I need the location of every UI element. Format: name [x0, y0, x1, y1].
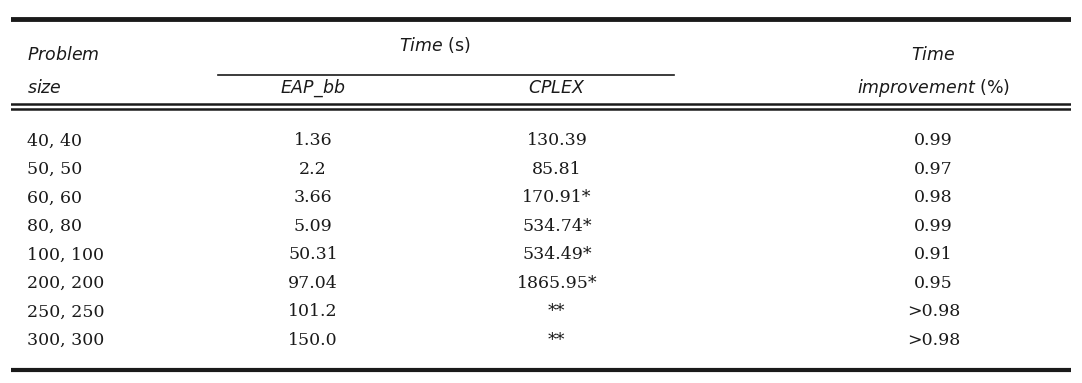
- Text: 80, 80: 80, 80: [27, 218, 82, 235]
- Text: 50.31: 50.31: [288, 246, 338, 264]
- Text: $\mathit{Time}$ (s): $\mathit{Time}$ (s): [399, 35, 471, 55]
- Text: 0.95: 0.95: [914, 275, 953, 292]
- Text: $\mathit{Time}$: $\mathit{Time}$: [911, 46, 955, 64]
- Text: 1.36: 1.36: [293, 133, 332, 149]
- Text: $\mathit{improvement}$ (%): $\mathit{improvement}$ (%): [857, 77, 1010, 99]
- Text: $\mathit{EAP\_bb}$: $\mathit{EAP\_bb}$: [280, 77, 345, 99]
- Text: 534.74*: 534.74*: [523, 218, 592, 235]
- Text: 40, 40: 40, 40: [27, 133, 82, 149]
- Text: 0.97: 0.97: [914, 161, 953, 178]
- Text: 0.98: 0.98: [914, 189, 952, 206]
- Text: 534.49*: 534.49*: [523, 246, 592, 264]
- Text: 150.0: 150.0: [288, 332, 338, 349]
- Text: 1865.95*: 1865.95*: [516, 275, 597, 292]
- Text: 50, 50: 50, 50: [27, 161, 82, 178]
- Text: 85.81: 85.81: [532, 161, 582, 178]
- Text: $\mathit{size}$: $\mathit{size}$: [27, 79, 62, 97]
- Text: >0.98: >0.98: [907, 332, 960, 349]
- Text: >0.98: >0.98: [907, 303, 960, 321]
- Text: 2.2: 2.2: [299, 161, 327, 178]
- Text: **: **: [549, 332, 566, 349]
- Text: 5.09: 5.09: [293, 218, 332, 235]
- Text: 97.04: 97.04: [288, 275, 338, 292]
- Text: 0.91: 0.91: [914, 246, 952, 264]
- Text: 130.39: 130.39: [527, 133, 588, 149]
- Text: $\mathit{Problem}$: $\mathit{Problem}$: [27, 46, 100, 64]
- Text: 60, 60: 60, 60: [27, 189, 82, 206]
- Text: 3.66: 3.66: [293, 189, 332, 206]
- Text: **: **: [549, 303, 566, 321]
- Text: 170.91*: 170.91*: [523, 189, 592, 206]
- Text: 250, 250: 250, 250: [27, 303, 104, 321]
- Text: 100, 100: 100, 100: [27, 246, 104, 264]
- Text: 0.99: 0.99: [914, 218, 953, 235]
- Text: 0.99: 0.99: [914, 133, 953, 149]
- Text: 200, 200: 200, 200: [27, 275, 104, 292]
- Text: 101.2: 101.2: [288, 303, 338, 321]
- Text: 300, 300: 300, 300: [27, 332, 104, 349]
- Text: $\mathit{CPLEX}$: $\mathit{CPLEX}$: [528, 79, 585, 97]
